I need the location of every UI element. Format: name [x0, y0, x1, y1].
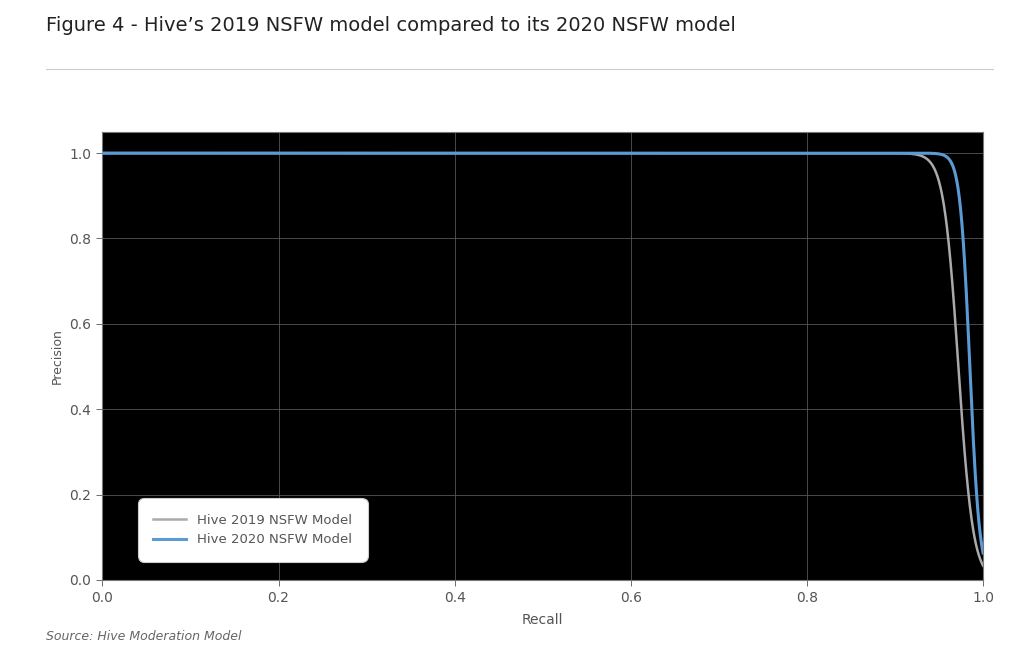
Text: Figure 4 - Hive’s 2019 NSFW model compared to its 2020 NSFW model: Figure 4 - Hive’s 2019 NSFW model compar…	[46, 16, 736, 36]
Y-axis label: Precision: Precision	[51, 328, 63, 384]
Legend: Hive 2019 NSFW Model, Hive 2020 NSFW Model: Hive 2019 NSFW Model, Hive 2020 NSFW Mod…	[144, 504, 361, 556]
X-axis label: Recall: Recall	[522, 614, 563, 627]
Text: Source: Hive Moderation Model: Source: Hive Moderation Model	[46, 629, 242, 643]
